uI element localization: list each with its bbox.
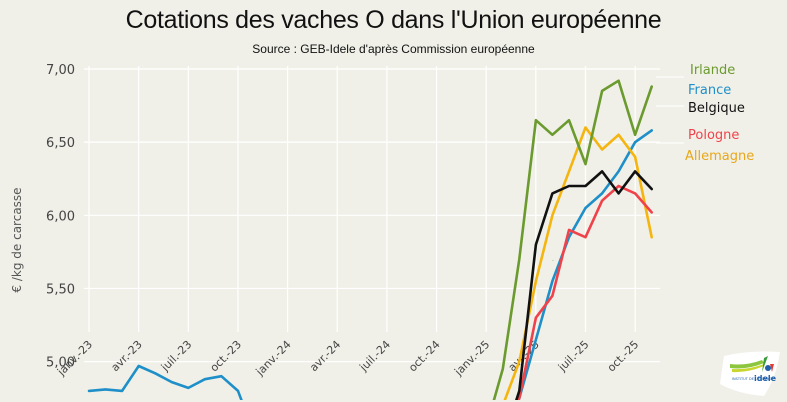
svg-text:INSTITUT DE L'ÉLEVAGE: INSTITUT DE L'ÉLEVAGE [732, 376, 774, 381]
y-tick-label: 7,00 [46, 63, 75, 78]
series-line-allemagne [503, 126, 654, 400]
y-tick-label: 5,00 [46, 356, 75, 371]
series-line-irlande [492, 79, 654, 400]
legend-belgique: Belgique [688, 101, 745, 116]
legend-pologne: Pologne [688, 128, 740, 143]
y-tick-label: 5,50 [46, 282, 75, 297]
series-line-france [87, 129, 654, 400]
y-tick-label: 6,50 [46, 136, 75, 151]
chart-subtitle: Source : GEB-Idele d'après Commission eu… [252, 42, 535, 56]
x-axis-ticks: janv.-23 avr.-23 juil.-23 oct.-23 janv.-24 av… [54, 338, 641, 379]
idele-logo: INSTITUT DE L'ÉLEVAGE idele [718, 348, 784, 398]
legend-allemagne: Allemagne [685, 149, 755, 164]
x-tick-label: juil.-23 [158, 338, 194, 374]
x-tick-label: janv.-25 [451, 338, 492, 379]
logo-icon: INSTITUT DE L'ÉLEVAGE idele [720, 351, 780, 396]
series-line-belgique [515, 170, 654, 400]
x-tick-label: oct.-23 [208, 338, 244, 374]
x-tick-label: avr.-23 [109, 338, 145, 374]
x-tick-label: avr.-24 [307, 338, 343, 374]
legend-irlande: Irlande [690, 63, 736, 78]
x-tick-label: janv.-24 [253, 338, 294, 379]
data-series [87, 79, 654, 400]
x-tick-label: oct.-25 [605, 338, 641, 374]
y-tick-label: 6,00 [46, 209, 75, 224]
chart-title: Cotations des vaches O dans l'Union euro… [125, 6, 662, 34]
y-axis-ticks: 3,504,004,505,005,506,006,507,00 [46, 63, 75, 371]
x-tick-label: oct.-24 [406, 338, 442, 374]
y-axis-label: € /kg de carcasse [10, 187, 24, 292]
x-tick-label: juil.-24 [357, 338, 393, 374]
series-line-pologne [517, 184, 654, 400]
stray-marker: · [552, 258, 554, 265]
x-tick-label: juil.-25 [555, 338, 591, 374]
legend-france: France [688, 83, 732, 98]
svg-text:idele: idele [754, 374, 777, 383]
gridlines [84, 66, 660, 363]
